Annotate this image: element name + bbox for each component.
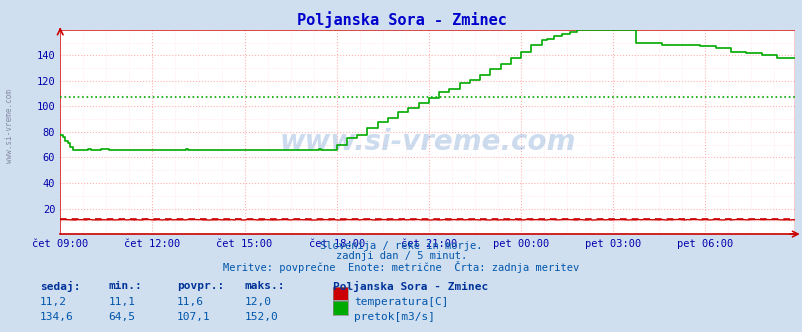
Text: 64,5: 64,5 [108, 312, 136, 322]
Text: temperatura[C]: temperatura[C] [354, 297, 448, 307]
Text: Meritve: povprečne  Enote: metrične  Črta: zadnja meritev: Meritve: povprečne Enote: metrične Črta:… [223, 261, 579, 273]
Text: maks.:: maks.: [245, 281, 285, 290]
Text: www.si-vreme.com: www.si-vreme.com [5, 89, 14, 163]
Text: Poljanska Sora - Zminec: Poljanska Sora - Zminec [296, 12, 506, 29]
Text: www.si-vreme.com: www.si-vreme.com [279, 128, 575, 156]
Text: sedaj:: sedaj: [40, 281, 80, 291]
Text: Poljanska Sora - Zminec: Poljanska Sora - Zminec [333, 281, 488, 291]
Text: 11,1: 11,1 [108, 297, 136, 307]
Text: pretok[m3/s]: pretok[m3/s] [354, 312, 435, 322]
Text: zadnji dan / 5 minut.: zadnji dan / 5 minut. [335, 251, 467, 261]
Text: povpr.:: povpr.: [176, 281, 224, 290]
Text: 11,6: 11,6 [176, 297, 204, 307]
Text: 152,0: 152,0 [245, 312, 278, 322]
Text: 12,0: 12,0 [245, 297, 272, 307]
Text: 107,1: 107,1 [176, 312, 210, 322]
Text: min.:: min.: [108, 281, 142, 290]
Text: 134,6: 134,6 [40, 312, 74, 322]
Text: Slovenija / reke in morje.: Slovenija / reke in morje. [320, 241, 482, 251]
Text: 11,2: 11,2 [40, 297, 67, 307]
